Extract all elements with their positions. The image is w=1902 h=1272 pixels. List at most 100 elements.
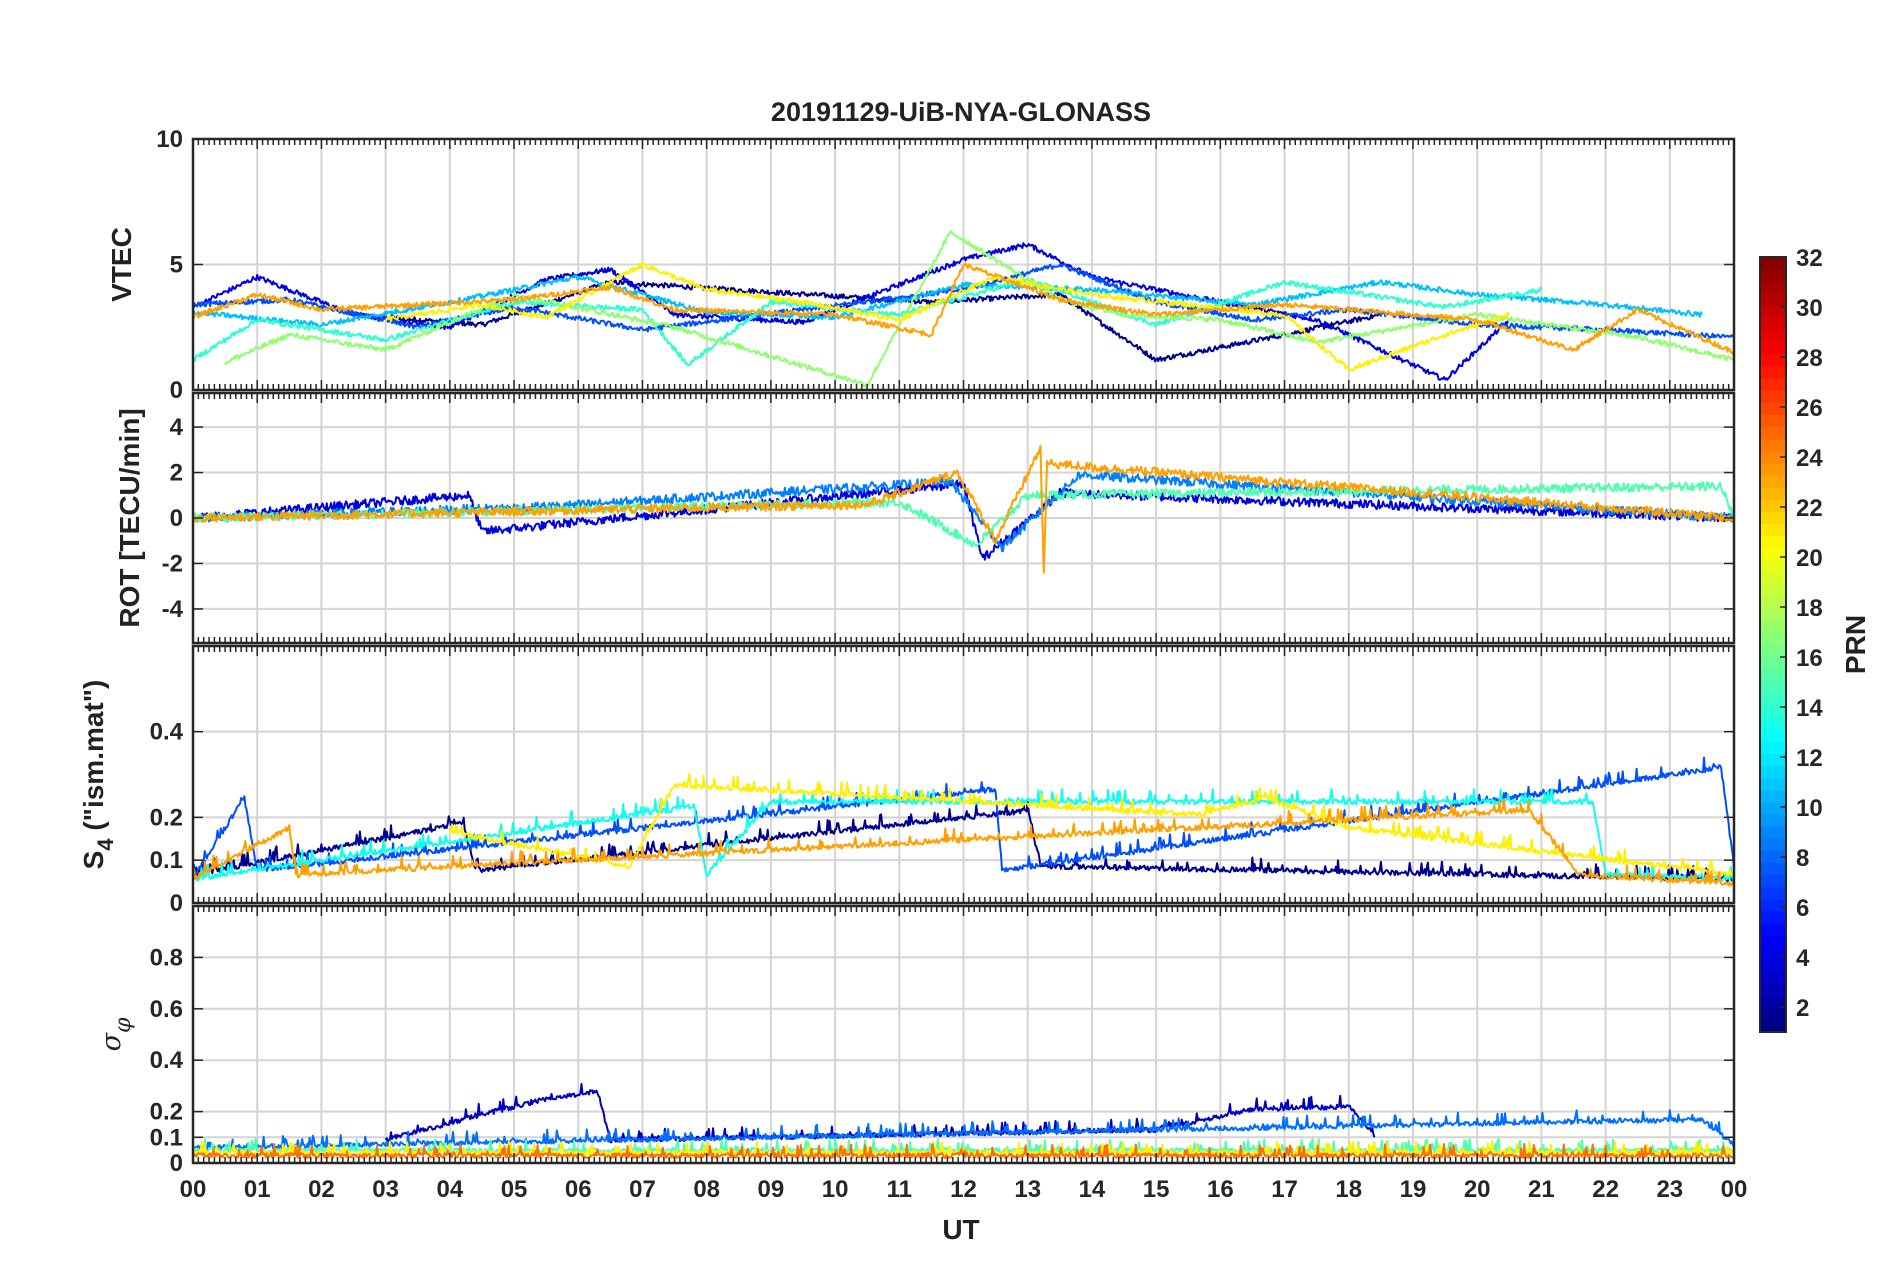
y-tick-label: 0.4 xyxy=(150,1047,184,1074)
colorbar-tick-label: 12 xyxy=(1796,745,1823,772)
x-tick-label: 09 xyxy=(758,1176,785,1203)
colorbar-segment xyxy=(1760,257,1786,270)
x-tick-label: 22 xyxy=(1592,1176,1619,1203)
colorbar-segment xyxy=(1760,341,1786,355)
y-axis-label: ROT [TECU/min] xyxy=(114,408,145,627)
colorbar-segment xyxy=(1760,862,1786,876)
colorbar-segment xyxy=(1760,329,1786,343)
colorbar-segment xyxy=(1760,680,1786,694)
x-tick-label: 23 xyxy=(1656,1176,1683,1203)
colorbar-tick-label: 30 xyxy=(1796,295,1823,322)
colorbar-tick-label: 26 xyxy=(1796,395,1823,422)
colorbar-tick-label: 8 xyxy=(1796,845,1809,872)
y-tick-label: 0 xyxy=(170,890,183,917)
colorbar-tick-label: 2 xyxy=(1796,995,1809,1022)
colorbar-segment xyxy=(1760,305,1786,319)
colorbar-segment xyxy=(1760,583,1786,597)
colorbar-segment xyxy=(1760,886,1786,900)
y-tick-label: 0.1 xyxy=(150,847,183,874)
panel-rot: -4 -2 0 2 4 ROT [TECU/min] xyxy=(114,391,1736,645)
panel-vtec: 0 5 10 VTEC xyxy=(106,126,1736,404)
x-tick-label: 02 xyxy=(308,1176,335,1203)
colorbar-segment xyxy=(1760,390,1786,403)
x-tick-label: 04 xyxy=(436,1176,463,1203)
y-tick-label: 0.2 xyxy=(150,1099,183,1126)
x-tick-label: 19 xyxy=(1400,1176,1427,1203)
y-tick-label: 10 xyxy=(156,126,183,153)
x-tick-label: 20 xyxy=(1464,1176,1491,1203)
series-prn-22 xyxy=(193,798,1734,887)
colorbar-segment xyxy=(1760,608,1786,621)
y-tick-label: 4 xyxy=(170,414,184,441)
colorbar-tick-label: 28 xyxy=(1796,345,1823,372)
y-axis-label: S4 ("ism.mat") xyxy=(78,680,118,870)
colorbar-tick-label: 22 xyxy=(1796,495,1823,522)
colorbar-segment xyxy=(1760,898,1786,912)
x-tick-label: 18 xyxy=(1335,1176,1362,1203)
colorbar-segment xyxy=(1760,365,1786,379)
series-prn-22 xyxy=(193,262,1734,356)
series-prn-18 xyxy=(224,230,1734,388)
colorbar-label: PRN xyxy=(1840,615,1871,674)
colorbar-segment xyxy=(1760,426,1786,440)
y-tick-label: 0.2 xyxy=(150,804,183,831)
colorbar-segment xyxy=(1760,596,1786,609)
colorbar-segment xyxy=(1760,474,1786,488)
colorbar-segment xyxy=(1760,620,1786,633)
y-axis-label: VTEC xyxy=(106,227,137,302)
colorbar-segment xyxy=(1760,462,1786,476)
x-tick-label: 10 xyxy=(822,1176,849,1203)
colorbar-tick-label: 18 xyxy=(1796,595,1823,622)
colorbar-segment xyxy=(1760,753,1786,767)
y-tick-label: 2 xyxy=(170,460,183,487)
x-tick-label: 14 xyxy=(1079,1176,1106,1203)
colorbar-segment xyxy=(1760,983,1786,997)
series-group xyxy=(193,756,1734,887)
colorbar-tick-label: 20 xyxy=(1796,545,1823,572)
y-tick-label: 0.6 xyxy=(150,996,183,1023)
chart-title: 20191129-UiB-NYA-GLONASS xyxy=(771,97,1151,127)
series-prn-15 xyxy=(193,277,1543,367)
colorbar-tick-label: 10 xyxy=(1796,795,1823,822)
colorbar-segment xyxy=(1760,293,1786,307)
colorbar-segment xyxy=(1760,729,1786,742)
colorbar-segment xyxy=(1760,668,1786,682)
x-tick-label: 07 xyxy=(629,1176,656,1203)
y-axis-label: σφ xyxy=(96,1017,136,1051)
y-tick-label: 0 xyxy=(170,505,183,532)
colorbar-segment xyxy=(1760,632,1786,646)
x-tick-label: 05 xyxy=(501,1176,528,1203)
y-tick-label: -2 xyxy=(162,550,183,577)
colorbar-segment xyxy=(1760,523,1786,537)
colorbar-segment xyxy=(1760,741,1786,755)
panel-s4: 0 0.1 0.2 0.4 S4 ("ism.mat") xyxy=(78,644,1736,917)
colorbar-segment xyxy=(1760,801,1786,815)
y-tick-label: 0 xyxy=(170,1150,183,1177)
colorbar-segment xyxy=(1760,959,1786,973)
x-tick-label: 12 xyxy=(950,1176,977,1203)
colorbar-segment xyxy=(1760,971,1786,985)
y-tick-label: 5 xyxy=(170,252,183,279)
colorbar-segment xyxy=(1760,499,1786,512)
colorbar-segment xyxy=(1760,414,1786,428)
colorbar-segment xyxy=(1760,511,1786,525)
x-tick-label: 11 xyxy=(887,1176,912,1203)
colorbar-tick-label: 14 xyxy=(1796,695,1823,722)
x-tick-label: 13 xyxy=(1014,1176,1041,1203)
colorbar-segment xyxy=(1760,281,1786,294)
colorbar-segment xyxy=(1760,947,1786,960)
colorbar-segment xyxy=(1760,353,1786,367)
colorbar-segment xyxy=(1760,826,1786,839)
colorbar-segment xyxy=(1760,644,1786,658)
colorbar-segment xyxy=(1760,559,1786,573)
colorbar-segment xyxy=(1760,438,1786,452)
series-group xyxy=(193,230,1734,388)
colorbar-segment xyxy=(1760,1019,1786,1033)
colorbar-segment xyxy=(1760,874,1786,888)
colorbar-segment xyxy=(1760,535,1786,549)
colorbar-segment xyxy=(1760,547,1786,561)
series-prn-8 xyxy=(193,1109,1734,1151)
x-tick-label: 06 xyxy=(565,1176,592,1203)
